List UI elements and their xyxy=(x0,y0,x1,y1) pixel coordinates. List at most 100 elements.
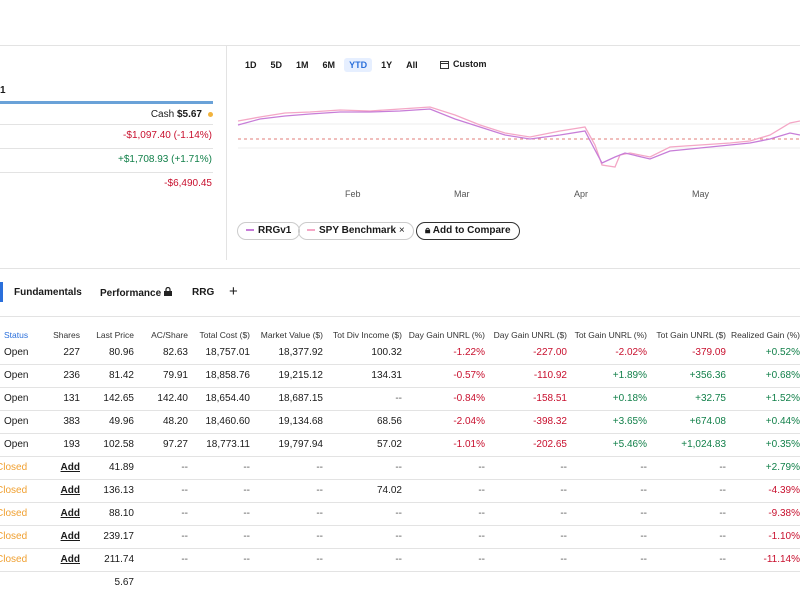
add-button[interactable]: Add xyxy=(60,462,80,473)
cell: 88.10 xyxy=(108,508,134,519)
legend-chip[interactable]: SPY Benchmark × xyxy=(298,222,414,240)
add-button[interactable]: Add xyxy=(60,531,80,542)
cell: +5.46% xyxy=(612,439,647,450)
cell: -- xyxy=(478,531,485,542)
cell: 102.58 xyxy=(103,439,134,450)
cell: -- xyxy=(640,485,647,496)
calendar-icon xyxy=(440,60,449,69)
legend-swatch xyxy=(246,229,254,232)
divider xyxy=(0,172,213,173)
remove-icon[interactable]: × xyxy=(398,225,405,236)
add-button[interactable]: Add xyxy=(60,485,80,496)
cell: -- xyxy=(719,485,726,496)
cell: +1,024.83 xyxy=(681,439,726,450)
row-divider xyxy=(0,410,800,411)
cash-dot xyxy=(208,112,213,117)
cell: -- xyxy=(560,531,567,542)
cell: +3.65% xyxy=(612,416,647,427)
range-button[interactable]: 5D xyxy=(270,60,283,70)
range-button[interactable]: All xyxy=(406,60,418,70)
cell: -- xyxy=(478,485,485,496)
cell: 236 xyxy=(63,370,80,381)
cell: -- xyxy=(316,508,323,519)
range-button[interactable]: 1Y xyxy=(381,60,393,70)
divider xyxy=(0,148,213,149)
range-button[interactable]: 1D xyxy=(245,60,257,70)
cell: +0.44% xyxy=(765,416,800,427)
cell: +356.36 xyxy=(689,370,726,381)
range-button[interactable]: 6M xyxy=(322,60,336,70)
tab[interactable]: Performance xyxy=(100,286,172,299)
cell: 81.42 xyxy=(108,370,134,381)
cell: 68.56 xyxy=(376,416,402,427)
column-header: Day Gain UNRL (%) xyxy=(408,330,485,340)
range-button[interactable]: YTD xyxy=(344,58,373,72)
cell: -- xyxy=(395,554,402,565)
custom-text: Custom xyxy=(453,59,487,69)
cell: -- xyxy=(243,462,250,473)
cell: +0.18% xyxy=(612,393,647,404)
cash: Cash $5.67 xyxy=(151,109,202,120)
cell: 18,687.15 xyxy=(278,393,324,404)
cell: 57.02 xyxy=(376,439,402,450)
cell: 18,757.01 xyxy=(205,347,251,358)
cell: -1.01% xyxy=(453,439,485,450)
month-label: Feb xyxy=(345,189,361,199)
cell: Closed xyxy=(0,485,28,496)
tab[interactable]: Fundamentals xyxy=(14,287,82,298)
cell: 383 xyxy=(63,416,80,427)
column-header: Day Gain UNRL ($) xyxy=(493,330,567,340)
cell: +1.52% xyxy=(765,393,800,404)
cell: -- xyxy=(719,531,726,542)
cell: -- xyxy=(719,508,726,519)
cell: -- xyxy=(243,554,250,565)
cell: +0.35% xyxy=(765,439,800,450)
legend-swatch xyxy=(307,229,315,232)
cell: -0.57% xyxy=(453,370,485,381)
summary-value: -$6,490.45 xyxy=(164,178,212,189)
add-compare[interactable]: 🔒︎ Add to Compare xyxy=(416,222,520,240)
cell: -379.09 xyxy=(692,347,726,358)
cell: -11.14% xyxy=(763,554,800,565)
cell: -9.38% xyxy=(768,508,800,519)
portfolio-label: 1 xyxy=(0,85,6,96)
cell: -- xyxy=(243,485,250,496)
cell: 136.13 xyxy=(103,485,134,496)
cell: -- xyxy=(478,462,485,473)
cell: 82.63 xyxy=(162,347,188,358)
add-button[interactable]: Add xyxy=(60,554,80,565)
add-tab[interactable]: + xyxy=(229,283,238,300)
tab[interactable]: RRG xyxy=(192,287,215,298)
cell: -110.92 xyxy=(533,370,567,381)
summary-value: -$1,097.40 (-1.14%) xyxy=(123,130,212,141)
cell: 142.40 xyxy=(157,393,188,404)
cell: 18,858.76 xyxy=(205,370,251,381)
cell: 18,460.60 xyxy=(205,416,251,427)
cell: Open xyxy=(4,393,29,404)
cell: -- xyxy=(640,462,647,473)
cell: 239.17 xyxy=(103,531,134,542)
row-divider xyxy=(0,479,800,480)
add-button[interactable]: Add xyxy=(60,508,80,519)
legend-chip[interactable]: RRGv1 xyxy=(237,222,301,240)
cell: -398.32 xyxy=(533,416,567,427)
add-compare-text: Add to Compare xyxy=(432,225,511,236)
cell: -- xyxy=(719,554,726,565)
benchmark-line xyxy=(237,106,800,168)
column-header: Status xyxy=(4,330,29,340)
custom-range[interactable]: Custom xyxy=(440,59,487,69)
cell: -- xyxy=(640,554,647,565)
cell: Closed xyxy=(0,508,28,519)
cell: 142.65 xyxy=(103,393,134,404)
row-divider xyxy=(0,502,800,503)
cell: 18,654.40 xyxy=(205,393,251,404)
cell: 131 xyxy=(63,393,80,404)
range-button[interactable]: 1M xyxy=(296,60,309,70)
cell: -1.10% xyxy=(768,531,800,542)
cell: Closed xyxy=(0,462,28,473)
cell: 19,797.94 xyxy=(278,439,324,450)
column-header: AC/Share xyxy=(151,330,188,340)
column-header: Total Cost ($) xyxy=(199,330,250,340)
cell: -- xyxy=(316,462,323,473)
